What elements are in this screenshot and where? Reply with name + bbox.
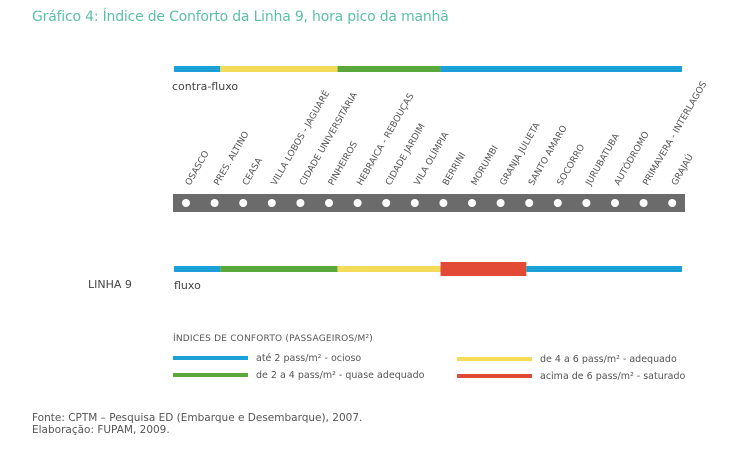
flow-bar [174, 262, 682, 276]
legend-label-ocioso: até 2 pass/m² - ocioso [256, 353, 361, 364]
footer: Fonte: CPTM – Pesquisa ED (Embarque e De… [32, 412, 362, 436]
station-dot [325, 199, 333, 207]
legend-label-saturado: acima de 6 pass/m² - saturado [540, 371, 685, 382]
track-bar [173, 194, 685, 212]
counterflow-segment-1 [220, 66, 338, 72]
counterflow-segment-2 [337, 66, 441, 72]
counterflow-bar [174, 66, 682, 72]
flow-segment-4 [526, 266, 682, 272]
station-dot [639, 199, 648, 207]
footer-source: Fonte: CPTM – Pesquisa ED (Embarque e De… [32, 412, 363, 424]
station-dot [410, 199, 419, 207]
station-label: VILLA LOBOS - JAGUARÉ [268, 88, 332, 188]
chart-title: Gráfico 4: Índice de Conforto da Linha 9… [32, 9, 449, 25]
legend-label-adequado: de 4 a 6 pass/m² - adequado [540, 354, 677, 365]
flow-segment-2 [337, 266, 441, 272]
flow-segment-1 [220, 266, 338, 272]
station-dots [182, 199, 677, 207]
station-dot [353, 199, 362, 207]
counterflow-segment-0 [174, 66, 221, 72]
station-dot [439, 199, 448, 207]
station-label: HEBRAICA - REBOUÇAS [356, 92, 417, 188]
station-label: CEASA [241, 156, 265, 188]
station-label: OSASCO [184, 149, 212, 187]
legend-label-quase-adequado: de 2 a 4 pass/m² - quase adequado [256, 370, 425, 381]
station-label: SOCORRO [556, 143, 588, 188]
station-dot [210, 199, 219, 207]
station-dot [296, 199, 305, 207]
line-label: LINHA 9 [88, 278, 132, 291]
station-dot [582, 199, 591, 207]
flow-segment-3 [440, 262, 527, 276]
flow-segment-0 [174, 266, 221, 272]
station-dot [553, 199, 562, 207]
legend-title: ÍNDICES DE CONFORTO (PASSAGEIROS/M²) [173, 332, 373, 344]
station-dot [182, 199, 190, 207]
station-dot [611, 199, 619, 207]
station-dot [496, 199, 505, 207]
station-dot [525, 199, 534, 207]
station-label: BERRINI [441, 151, 468, 188]
station-dot [239, 199, 248, 207]
footer-credit: Elaboração: FUPAM, 2009. [32, 424, 170, 436]
station-dot [668, 199, 677, 207]
station-label: GRAJAÚ [668, 152, 696, 188]
station-dot [267, 199, 276, 207]
station-dot [382, 199, 391, 207]
flow-label: fluxo [174, 279, 201, 292]
station-label: MORUMBI [470, 144, 501, 187]
station-label: PINHEIROS [327, 140, 360, 188]
counterflow-label: contra-fluxo [172, 80, 238, 93]
counterflow-segment-3 [440, 66, 682, 72]
station-dot [468, 199, 476, 207]
